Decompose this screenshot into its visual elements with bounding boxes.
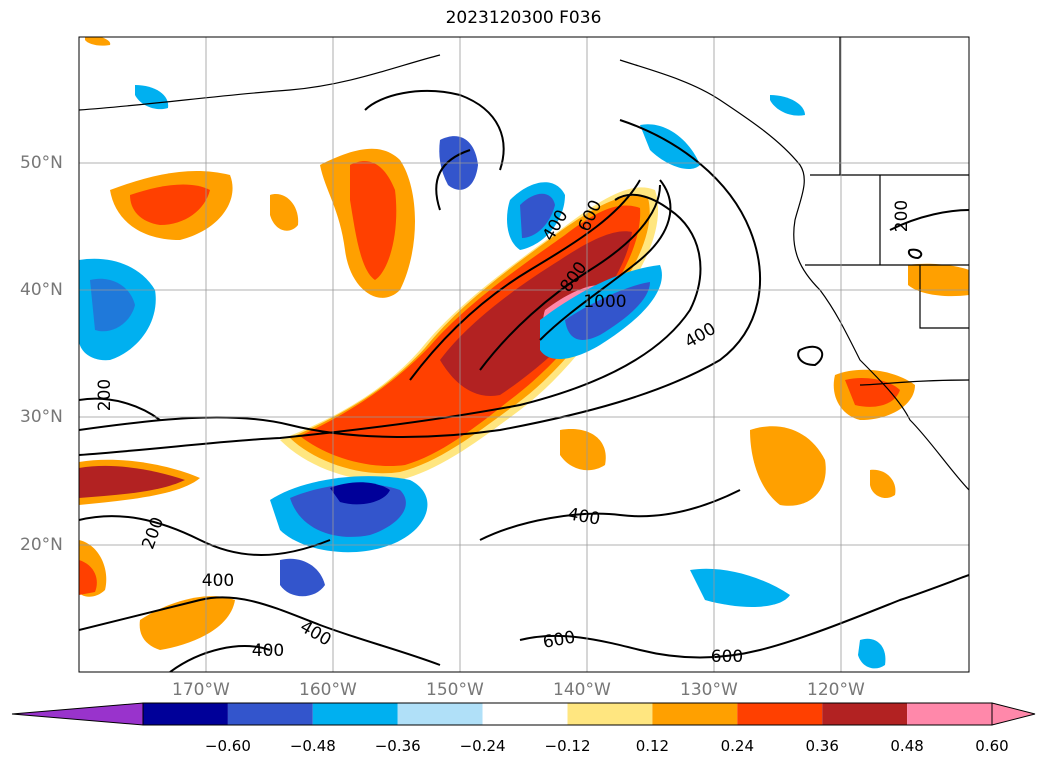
colorbar-segment bbox=[482, 703, 568, 725]
colorbar-tick-label: 0.12 bbox=[635, 737, 670, 755]
contour-label: 600 bbox=[711, 647, 743, 667]
lon-label-140: 140°W bbox=[553, 680, 611, 700]
coastlines bbox=[79, 37, 969, 491]
colorbar-tick-label: −0.24 bbox=[459, 737, 506, 755]
lat-label-30: 30°N bbox=[20, 407, 63, 427]
colorbar-segment bbox=[567, 703, 653, 725]
contour-label: 1000 bbox=[583, 292, 626, 312]
colorbar-tick-label: 0.36 bbox=[805, 737, 839, 755]
lon-label-120: 120°W bbox=[807, 680, 865, 700]
colorbar-tick-label: −0.12 bbox=[544, 737, 591, 755]
colorbar-segment bbox=[737, 703, 823, 725]
lon-label-160: 160°W bbox=[299, 680, 357, 700]
colorbar-tick-label: −0.60 bbox=[204, 737, 251, 755]
colorbar-tick-label: −0.48 bbox=[289, 737, 336, 755]
contour-label: 400 bbox=[252, 641, 284, 661]
colorbar-max-extension bbox=[991, 702, 1036, 726]
lon-label-170: 170°W bbox=[172, 680, 230, 700]
contour-label: 200 bbox=[95, 379, 115, 411]
contour-label: 400 bbox=[202, 571, 234, 591]
colorbar-min-extension bbox=[11, 702, 144, 726]
colorbar-segment bbox=[907, 703, 992, 725]
contour-label: 200 bbox=[892, 200, 912, 232]
colorbar-segment bbox=[822, 703, 908, 725]
lat-label-40: 40°N bbox=[20, 280, 63, 300]
colorbar-tick-label: 0.60 bbox=[975, 737, 1009, 755]
colorbar-tick-label: 0.48 bbox=[890, 737, 924, 755]
colorbar-segment bbox=[227, 703, 313, 725]
lon-label-130: 130°W bbox=[680, 680, 738, 700]
lon-label-150: 150°W bbox=[426, 680, 484, 700]
colorbar-segment bbox=[652, 703, 738, 725]
colorbar bbox=[11, 702, 1036, 726]
map-title: 2023120300 F036 bbox=[445, 8, 602, 28]
graticule bbox=[79, 37, 969, 672]
shaded-field bbox=[79, 37, 969, 672]
colorbar-segment bbox=[312, 703, 398, 725]
colorbar-tick-label: −0.36 bbox=[374, 737, 421, 755]
lat-label-50: 50°N bbox=[20, 153, 63, 173]
colorbar-segment bbox=[143, 703, 228, 725]
colorbar-tick-label: 0.24 bbox=[720, 737, 754, 755]
colorbar-segment bbox=[397, 703, 483, 725]
lat-label-20: 20°N bbox=[20, 535, 63, 555]
